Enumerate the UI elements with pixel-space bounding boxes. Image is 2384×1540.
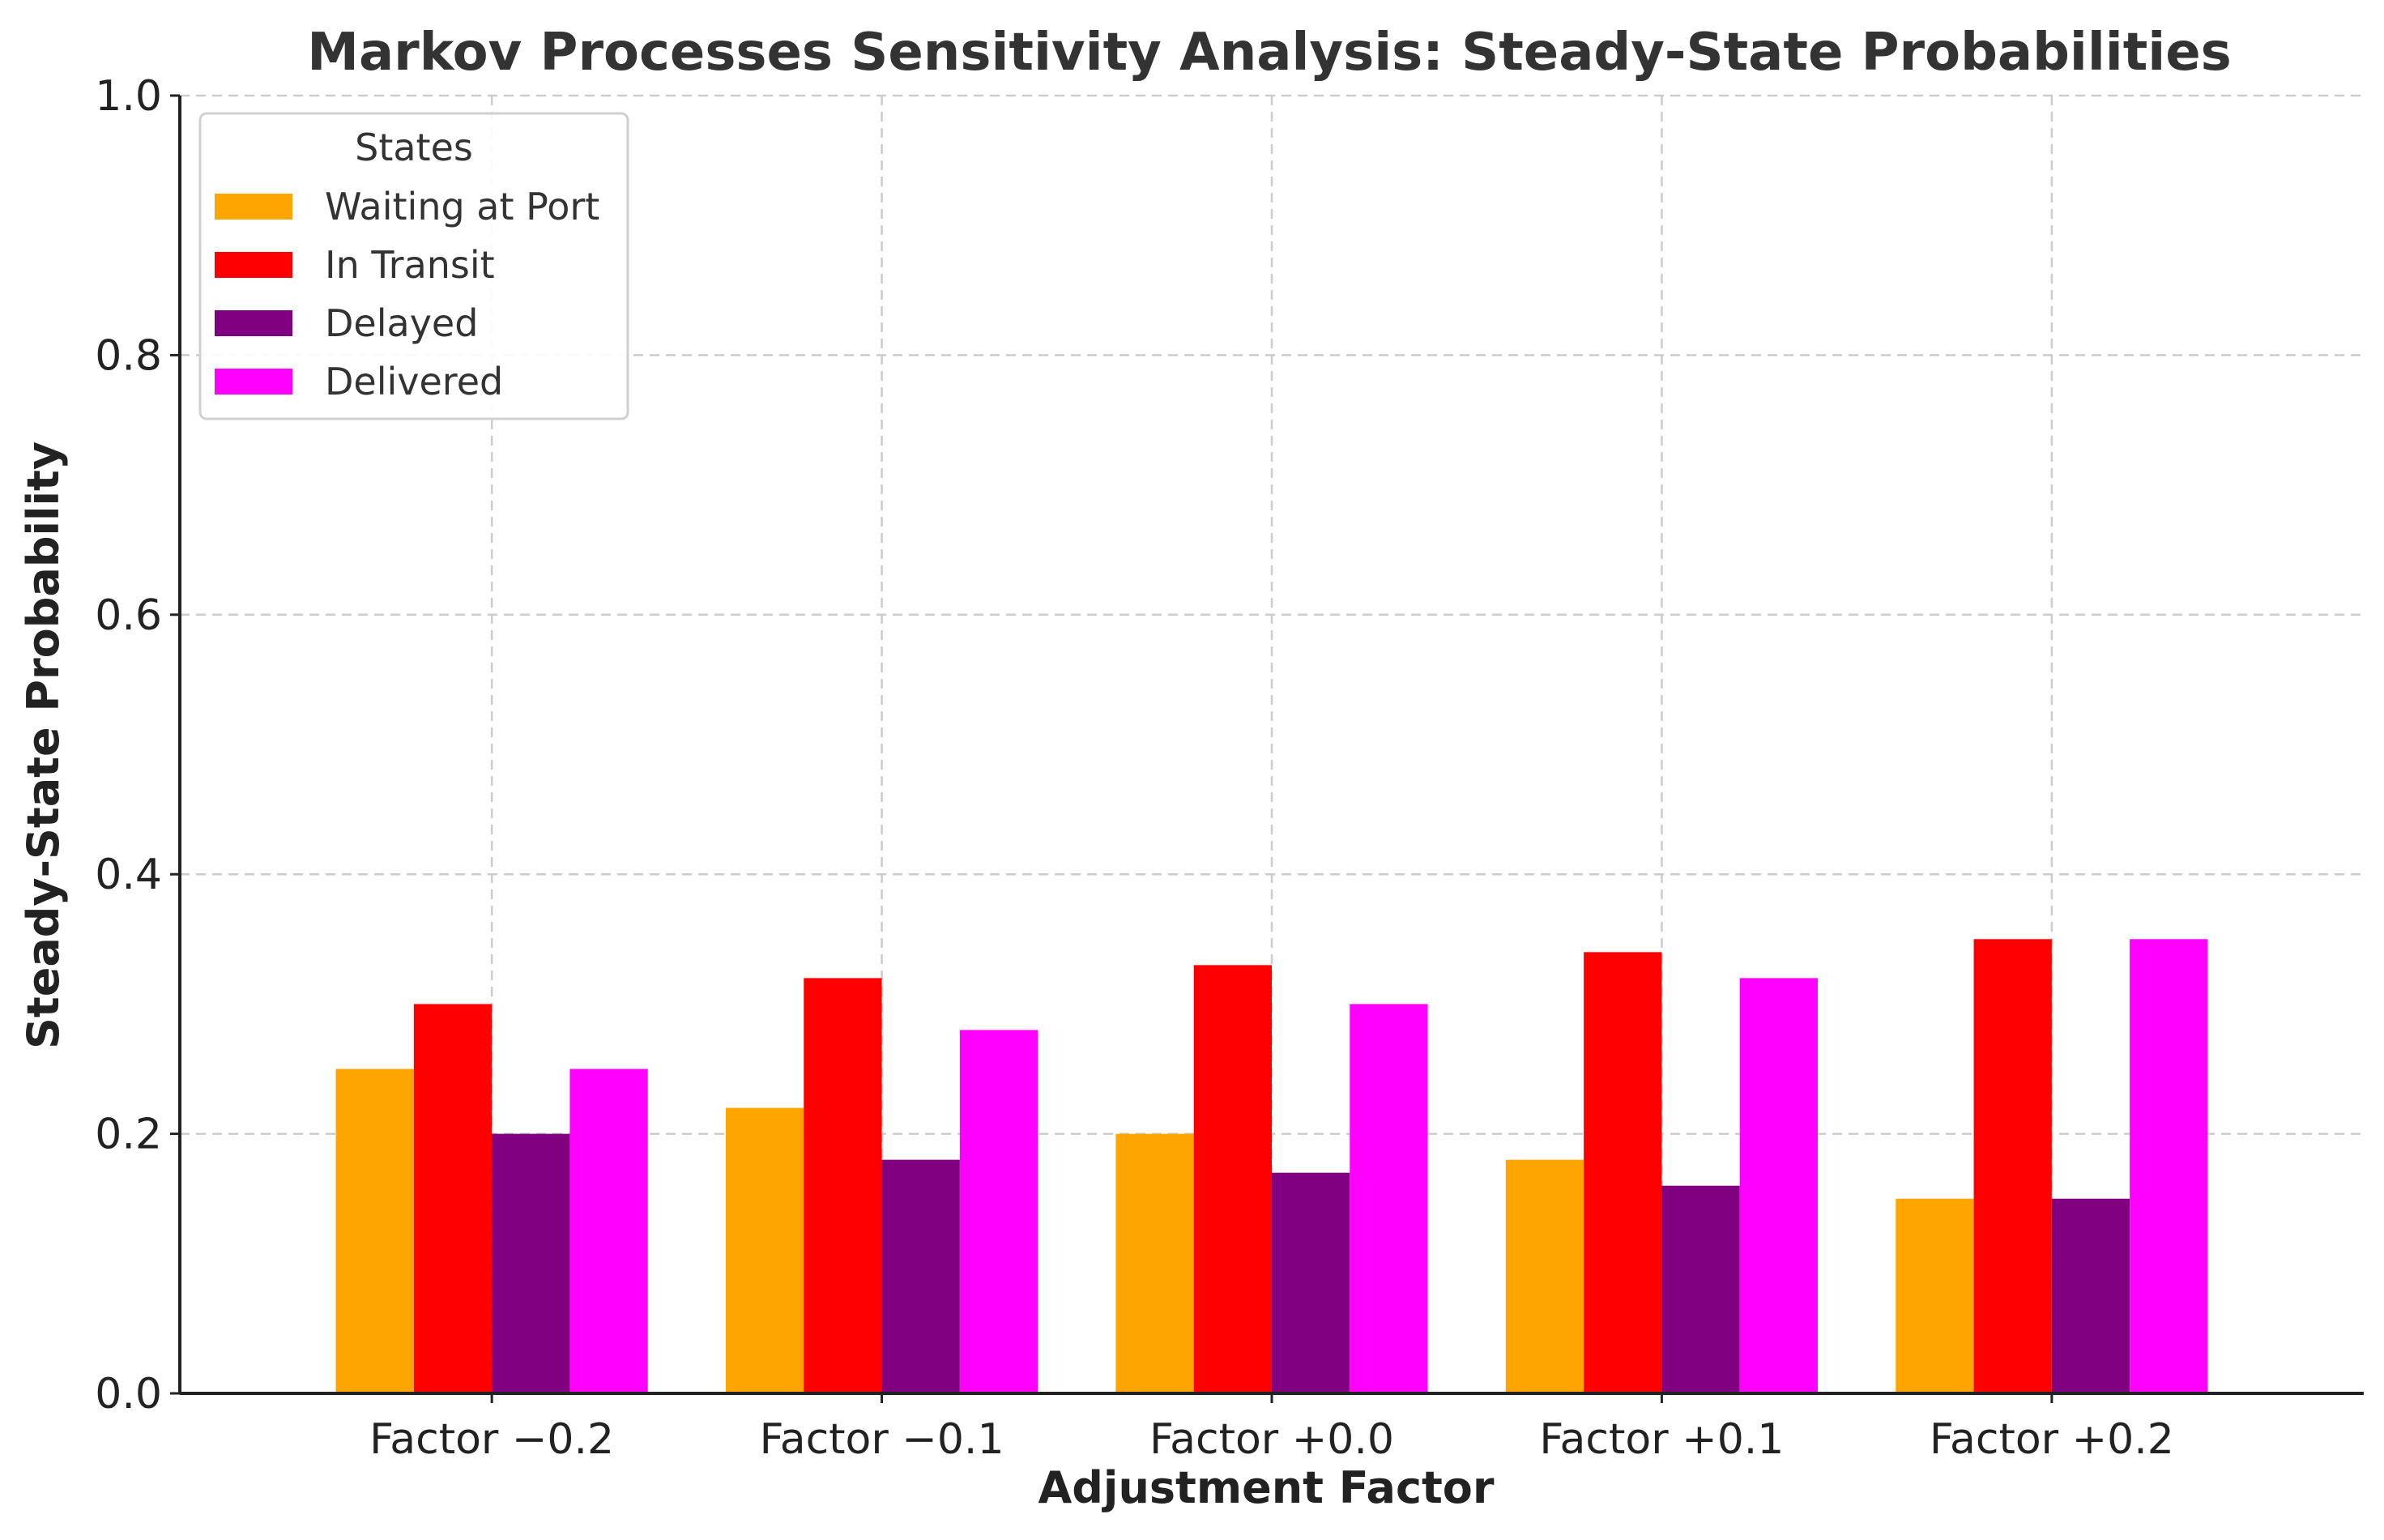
x-tick-label: Factor −0.2	[369, 1415, 614, 1464]
bar	[335, 1069, 414, 1393]
bar	[959, 1030, 1038, 1393]
legend-box	[198, 112, 629, 420]
legend-title: States	[355, 126, 473, 169]
bar	[881, 1159, 960, 1393]
bar	[1739, 978, 1818, 1393]
y-axis-label: Steady-State Probability	[18, 442, 69, 1049]
bar	[1505, 1159, 1584, 1393]
bar	[1193, 965, 1272, 1393]
legend-swatch	[215, 252, 292, 278]
bar	[2130, 939, 2208, 1393]
y-tick-label: 0.6	[95, 591, 162, 640]
axes	[170, 94, 2364, 1403]
bar	[726, 1107, 804, 1393]
bar	[492, 1133, 570, 1393]
legend-label: Delayed	[325, 301, 478, 345]
legend-label: Waiting at Port	[325, 185, 599, 228]
y-tick-label: 0.2	[95, 1111, 162, 1159]
bar	[1973, 939, 2052, 1393]
bar	[804, 978, 882, 1393]
bar	[1272, 1172, 1350, 1393]
legend-label: In Transit	[325, 243, 495, 287]
chart-title: Markov Processes Sensitivity Analysis: S…	[307, 23, 2231, 83]
x-tick-label: Factor −0.1	[760, 1415, 1004, 1464]
y-tick-label: 0.4	[95, 851, 162, 899]
y-tick-label: 1.0	[95, 72, 162, 121]
legend-swatch	[215, 194, 292, 220]
bar	[1115, 1133, 1194, 1393]
legend-swatch	[215, 369, 292, 395]
x-axis-label: Adjustment Factor	[1038, 1462, 1494, 1513]
bar	[413, 1004, 493, 1393]
legend-swatch	[215, 310, 292, 336]
x-tick-label: Factor +0.0	[1149, 1415, 1394, 1464]
x-tick-label: Factor +0.1	[1539, 1415, 1784, 1464]
bar	[1350, 1004, 1428, 1393]
legend-items: Waiting at Port In Transit Delayed Delivere…	[215, 185, 599, 403]
tick-labels: 0.0 0.2 0.4 0.6 0.8 1.0 Factor −0.2 Factor −0.1…	[95, 72, 2174, 1464]
bar	[569, 1069, 648, 1393]
bar	[1661, 1185, 1740, 1393]
y-tick-label: 0.8	[95, 331, 162, 380]
legend-label: Delivered	[325, 360, 503, 403]
bar	[2051, 1198, 2130, 1393]
legend: States Waiting at Port In Transit Delayed D…	[198, 112, 629, 420]
x-tick-label: Factor +0.2	[1930, 1415, 2174, 1464]
bars	[335, 939, 2208, 1393]
y-tick-label: 0.0	[95, 1370, 162, 1418]
bar	[1584, 952, 1662, 1393]
bar	[1896, 1198, 1974, 1393]
